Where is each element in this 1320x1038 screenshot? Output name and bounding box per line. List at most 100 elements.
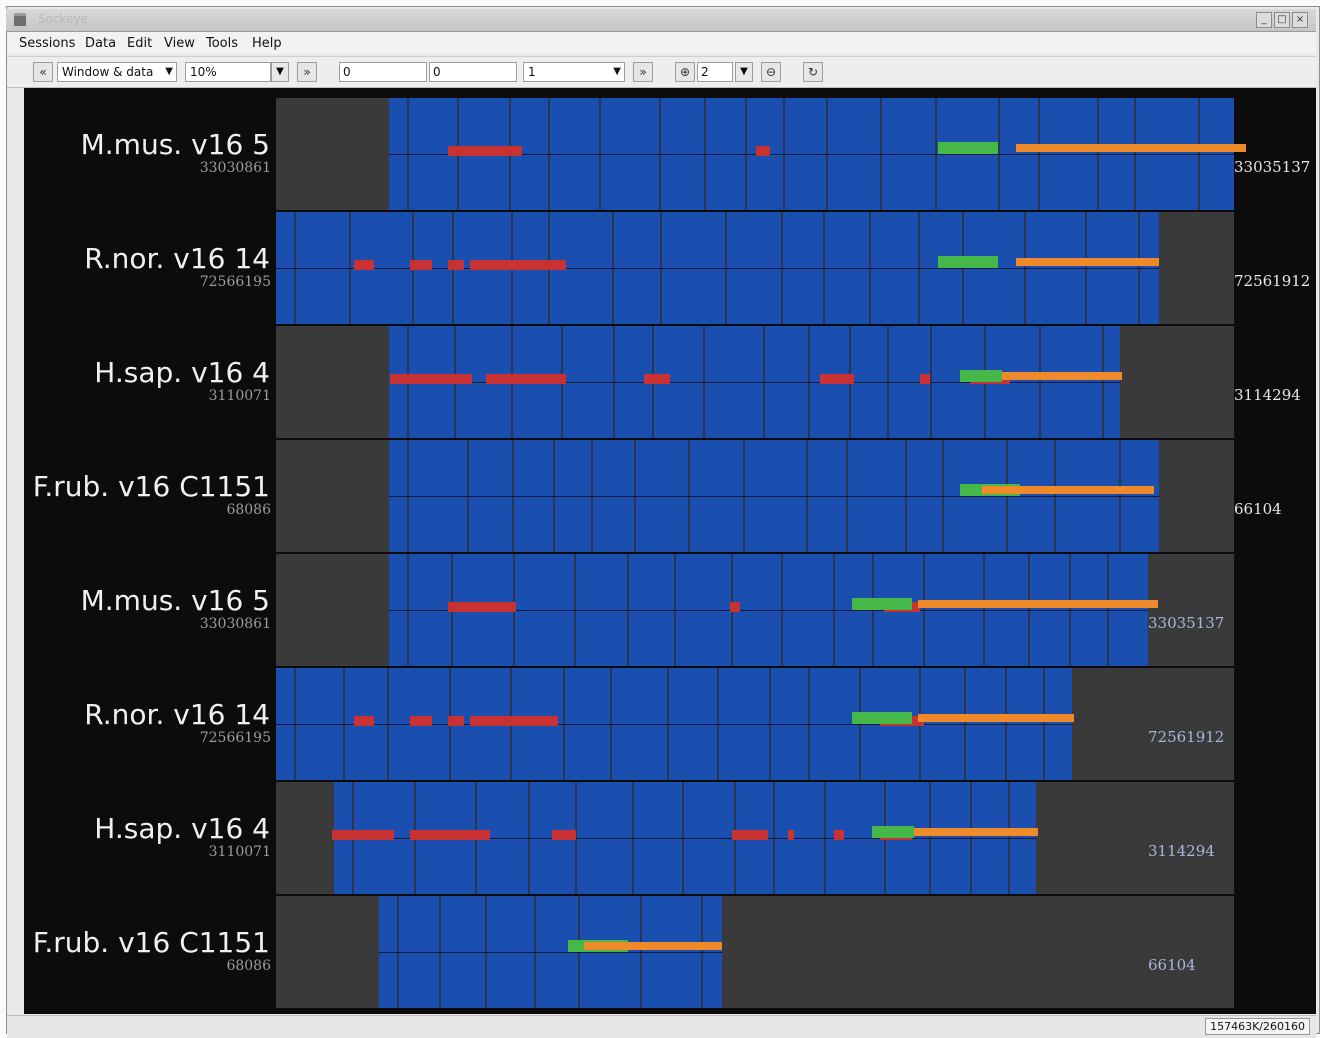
zoom-out-button[interactable]: ⊖ [761, 62, 781, 82]
utr-feature [938, 142, 998, 154]
track-select[interactable]: 1 ▼ [523, 62, 625, 82]
spin-field[interactable]: 2 [697, 62, 733, 82]
chevron-down-icon: ▼ [165, 66, 173, 77]
exon-feature [584, 942, 722, 950]
zoom-in-button[interactable]: ⊕ [675, 62, 695, 82]
zoom-value: 10% [190, 65, 217, 79]
track-end-1: 72561912 [1234, 272, 1311, 290]
track-label-3: F.rub. v16 C1151 [32, 470, 270, 503]
exon-feature [1002, 372, 1122, 380]
repeat-feature [834, 830, 844, 840]
repeat-feature [470, 146, 522, 156]
menu-tools[interactable]: Tools [206, 36, 239, 51]
repeat-feature [448, 716, 464, 726]
refresh-button[interactable]: ↻ [803, 62, 823, 82]
exon-feature [914, 828, 1038, 836]
utr-feature [872, 826, 914, 838]
track-label-4: M.mus. v16 5 [80, 584, 270, 617]
track-start-5: 72566195 [199, 730, 271, 746]
utr-feature [852, 598, 912, 610]
app-icon [14, 13, 26, 26]
position-end-value: 0 [433, 65, 441, 79]
track-label-7: F.rub. v16 C1151 [32, 926, 270, 959]
refresh-icon: ↻ [807, 65, 819, 79]
repeat-feature [756, 146, 770, 156]
spin-value: 2 [701, 65, 709, 79]
zoom-dropdown-button[interactable]: ▼ [271, 62, 289, 82]
alignment-axis [276, 724, 1072, 725]
repeat-feature [470, 260, 566, 270]
repeat-feature [354, 260, 374, 270]
track-start-0: 33030861 [199, 160, 271, 176]
track-start-6: 3110071 [208, 844, 271, 860]
maximize-button[interactable]: □ [1274, 12, 1290, 28]
track-label-6: H.sap. v16 4 [94, 812, 270, 845]
repeat-feature [730, 602, 740, 612]
track-label-5: R.nor. v16 14 [84, 698, 270, 731]
track-start-1: 72566195 [199, 274, 271, 290]
menu-data[interactable]: Data [85, 36, 117, 51]
track-label-1: R.nor. v16 14 [84, 242, 270, 275]
track-end-0: 33035137 [1234, 158, 1311, 176]
position-start-value: 0 [343, 65, 351, 79]
repeat-feature [332, 830, 394, 840]
alignment-axis [276, 268, 1159, 269]
menu-sessions[interactable]: Sessions [19, 36, 76, 51]
track-select-value: 1 [528, 65, 536, 79]
repeat-feature [390, 374, 472, 384]
alignment-viewer[interactable]: M.mus. v16 5 33030861 33035137 R.nor. v1… [24, 88, 1316, 1014]
position-start-field[interactable]: 0 [339, 62, 427, 82]
repeat-feature [448, 602, 470, 612]
track-label-2: H.sap. v16 4 [94, 356, 270, 389]
track-start-3: 68086 [226, 502, 271, 518]
repeat-feature [470, 602, 516, 612]
view-mode-select[interactable]: Window & data ▼ [57, 62, 177, 82]
track-label-0: M.mus. v16 5 [80, 128, 270, 161]
menu-help[interactable]: Help [252, 36, 282, 51]
exon-feature [1016, 144, 1246, 152]
repeat-feature [920, 374, 930, 384]
alignment-axis [389, 382, 1120, 383]
exon-feature [918, 600, 1158, 608]
repeat-feature [788, 830, 794, 840]
repeat-feature [354, 716, 374, 726]
memory-indicator: 157463K/260160 [1205, 1018, 1310, 1035]
alignment-axis [389, 496, 1159, 497]
track-end-5: 72561912 [1148, 728, 1225, 746]
exon-feature [1016, 258, 1159, 266]
alignment-tracks[interactable] [24, 88, 1316, 1014]
double-chevron-left-icon: « [39, 65, 47, 79]
utr-feature [852, 712, 912, 724]
alignment-axis [334, 838, 1036, 839]
exon-feature [918, 714, 1074, 722]
track-start-4: 33030861 [199, 616, 271, 632]
menu-bar: Sessions Data Edit View Tools Help [7, 32, 1316, 54]
magnifier-plus-icon: ⊕ [679, 65, 691, 79]
close-button[interactable]: × [1292, 12, 1308, 28]
spin-dropdown-button[interactable]: ▼ [735, 62, 753, 82]
repeat-feature [470, 716, 558, 726]
repeat-feature [552, 830, 576, 840]
back-button[interactable]: « [33, 62, 53, 82]
zoom-select[interactable]: 10% [185, 62, 271, 82]
track-end-2: 3114294 [1234, 386, 1301, 404]
chevron-down-icon: ▼ [276, 66, 284, 77]
status-bar: 157463K/260160 [7, 1015, 1316, 1038]
menu-view[interactable]: View [164, 36, 195, 51]
go-button[interactable]: » [633, 62, 653, 82]
view-mode-value: Window & data [62, 65, 154, 79]
utr-feature [938, 256, 998, 268]
utr-feature [960, 370, 1002, 382]
menu-edit[interactable]: Edit [127, 36, 153, 51]
forward-button[interactable]: » [297, 62, 317, 82]
repeat-feature [448, 260, 464, 270]
track-end-7: 66104 [1148, 956, 1196, 974]
double-chevron-right-icon: » [639, 65, 647, 79]
chevron-down-icon: ▼ [740, 66, 748, 77]
exon-feature [982, 486, 1154, 494]
repeat-feature [644, 374, 670, 384]
position-end-field[interactable]: 0 [429, 62, 517, 82]
minimize-button[interactable]: _ [1256, 12, 1272, 28]
chevron-down-icon: ▼ [613, 66, 621, 77]
repeat-feature [448, 146, 470, 156]
